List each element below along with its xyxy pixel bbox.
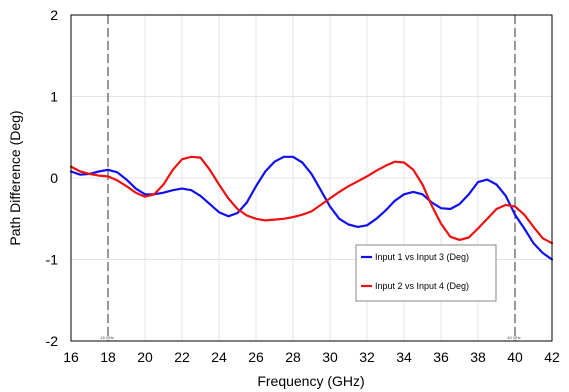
x-tick-label: 40 <box>507 349 523 365</box>
frequency-marker-label: 18 GHz <box>100 335 114 340</box>
legend-label: Input 2 vs Input 4 (Deg) <box>375 281 469 291</box>
legend: Input 1 vs Input 3 (Deg) Input 2 vs Input… <box>355 244 497 302</box>
x-tick-label: 42 <box>544 349 560 365</box>
x-tick-labels: 16 18 20 22 24 26 28 30 32 34 36 38 40 42 <box>63 349 560 365</box>
x-tick-label: 16 <box>63 349 79 365</box>
x-tick-label: 22 <box>174 349 190 365</box>
y-tick-label: -1 <box>46 252 59 268</box>
x-tick-label: 28 <box>285 349 301 365</box>
plot-frame <box>70 14 553 342</box>
x-tick-label: 20 <box>137 349 153 365</box>
x-tick-label: 18 <box>100 349 116 365</box>
series-layer <box>69 155 554 261</box>
x-tick-label: 24 <box>211 349 227 365</box>
y-tick-labels: -2 -1 0 1 2 <box>46 7 59 349</box>
frequency-markers: 18 GHz 40 GHz <box>100 15 521 341</box>
x-tick-label: 36 <box>433 349 449 365</box>
y-tick-label: 1 <box>50 89 58 105</box>
x-tick-label: 26 <box>248 349 264 365</box>
x-tick-label: 34 <box>396 349 412 365</box>
x-axis-title: Frequency (GHz) <box>257 373 364 389</box>
x-tick-label: 38 <box>470 349 486 365</box>
frequency-marker-label: 40 GHz <box>507 335 521 340</box>
legend-label: Input 1 vs Input 3 (Deg) <box>375 252 469 262</box>
x-tick-label: 32 <box>359 349 375 365</box>
y-tick-label: 0 <box>50 170 58 186</box>
y-tick-label: -2 <box>46 333 59 349</box>
y-axis-title: Path Difference (Deg) <box>7 110 23 245</box>
series-line-2 <box>69 155 554 245</box>
x-tick-label: 30 <box>322 349 338 365</box>
y-tick-label: 2 <box>50 7 58 23</box>
legend-box <box>355 244 497 302</box>
